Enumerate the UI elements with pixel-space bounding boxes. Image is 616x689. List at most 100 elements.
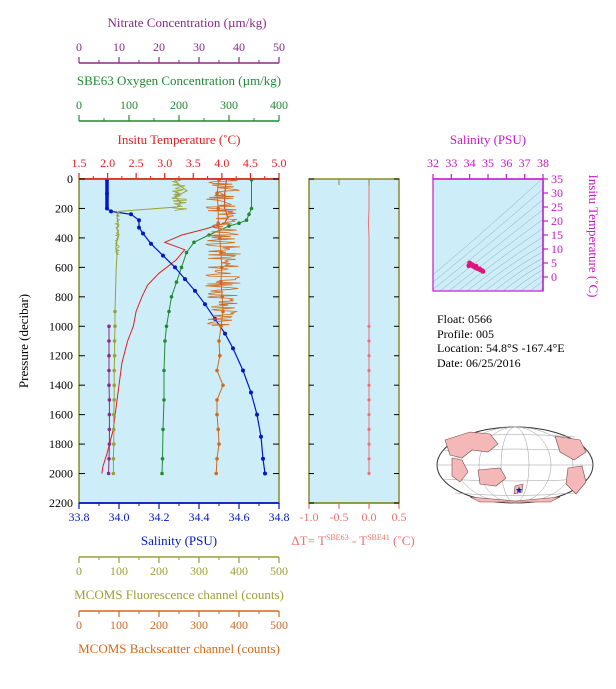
ts-points	[466, 260, 486, 274]
delta-t-point	[367, 354, 371, 358]
delta-t-point	[367, 471, 371, 476]
temperature-axis: 1.5 2.0 2.5 3.0 3.5 4.0 4.5 5.0	[72, 156, 287, 180]
globe-graticule	[437, 426, 593, 504]
location-globe: ★	[436, 426, 594, 504]
oxygen-point	[192, 240, 196, 245]
pressure-axis: 0 200 400 600 800 1000 1200 1400 1600 1800 2000 220…	[49, 172, 279, 510]
salinity-axis-title: Salinity (PSU)	[141, 533, 217, 548]
fluorescence-point	[111, 471, 116, 476]
backscatter-axis: 0 100 200 300 400 500	[76, 610, 288, 632]
pressure-tick-label: 800	[55, 290, 73, 304]
delta-t-point	[367, 413, 371, 417]
temperature-tick-label: 3.5	[186, 156, 201, 170]
oxygen-point	[227, 224, 231, 228]
ts-panel-background	[433, 179, 543, 291]
oxygen-tick-label: 400	[270, 98, 288, 112]
nitrate-tick-label: 10	[113, 40, 125, 54]
nitrate-point	[107, 324, 111, 329]
ts-density-contour	[484, 251, 543, 291]
delta-t-point	[367, 457, 371, 461]
pressure-tick-label: 2000	[49, 467, 73, 481]
ts-density-contours	[433, 179, 543, 291]
salinity-tick-label: 33.8	[69, 510, 90, 524]
profile-number: Profile: 005	[437, 326, 494, 341]
ts-x-tick-label: 33	[445, 156, 457, 170]
pressure-tick-label: 400	[55, 231, 73, 245]
salinity-point	[109, 209, 113, 214]
pressure-tick-label: 1600	[49, 408, 73, 422]
fluorescence-line	[112, 179, 188, 474]
temperature-line	[101, 179, 229, 474]
fluorescence-tick-label: 400	[230, 564, 248, 578]
ts-density-contour	[457, 228, 543, 291]
salinity-point	[137, 218, 141, 223]
backscatter-point	[217, 339, 221, 343]
delta-t-point	[367, 427, 371, 431]
salinity-point	[161, 253, 165, 258]
fluorescence-point	[112, 339, 117, 343]
oxygen-point	[179, 265, 184, 270]
pressure-tick-label: 0	[67, 172, 73, 186]
fluorescence-point	[112, 368, 116, 373]
backscatter-point	[214, 471, 218, 476]
ts-y-tick-label: 15	[551, 228, 563, 242]
backscatter-tick-label: 300	[190, 618, 208, 632]
nitrate-point	[106, 471, 111, 476]
backscatter-point	[221, 309, 225, 314]
oxygen-point	[167, 309, 171, 314]
backscatter-point	[215, 368, 219, 373]
oxygen-tick-label: 100	[120, 98, 138, 112]
salinity-point	[137, 225, 141, 230]
fluorescence-axis: 0 100 200 300 400 500	[76, 556, 288, 578]
delta-t-point	[367, 442, 371, 446]
salinity-point	[259, 434, 263, 439]
backscatter-point	[221, 383, 225, 388]
delta-t-point	[367, 324, 371, 328]
oxygen-point	[247, 212, 251, 217]
globe-land	[444, 431, 587, 503]
salinity-axis: 33.8 34.0 34.2 34.4 34.6 34.8	[69, 502, 290, 524]
oxygen-point	[184, 250, 189, 255]
oxygen-point	[169, 295, 174, 299]
nitrate-axis-title: Nitrate Concentration (µm/kg)	[107, 15, 266, 30]
pressure-tick-label: 1000	[49, 319, 73, 333]
fluorescence-point	[112, 412, 116, 417]
salinity-point	[129, 212, 133, 217]
backscatter-point	[215, 457, 219, 461]
fluorescence-point	[113, 324, 117, 329]
nitrate-point	[107, 353, 111, 358]
fluorescence-tick-label: 100	[110, 564, 128, 578]
fluorescence-tick-label: 0	[76, 564, 82, 578]
salinity-point	[263, 471, 267, 476]
backscatter-point	[218, 353, 222, 358]
oxygen-point	[160, 471, 164, 476]
nitrate-point	[107, 339, 111, 343]
ts-density-contour	[511, 269, 543, 291]
pressure-axis-title: Pressure (decibar)	[16, 294, 31, 388]
oxygen-tick-label: 200	[170, 98, 188, 112]
profile-date: Date: 06/25/2016	[437, 355, 521, 370]
fluorescence-point	[112, 383, 116, 388]
salinity-point	[173, 265, 177, 270]
ts-density-contour	[466, 236, 543, 291]
nitrate-tick-label: 20	[153, 40, 165, 54]
oxygen-point	[244, 218, 249, 222]
delta-t-panel-background	[309, 179, 399, 503]
ts-density-contour	[529, 281, 543, 291]
salinity-point	[255, 412, 259, 417]
oxygen-axis: 0 100 200 300 400	[76, 98, 288, 122]
ts-density-contour	[433, 188, 543, 283]
oxygen-point	[237, 221, 241, 225]
backscatter-tick-label: 400	[230, 618, 248, 632]
pressure-tick-label: 200	[55, 201, 73, 215]
ts-y-tick-label: 0	[551, 270, 557, 284]
fluorescence-point	[112, 442, 116, 446]
salinity-point	[141, 231, 145, 236]
temperature-tick-label: 4.0	[214, 156, 229, 170]
pressure-tick-label: 1400	[49, 378, 73, 392]
backscatter-point	[215, 398, 219, 402]
fluorescence-point	[112, 353, 117, 358]
backscatter-tick-label: 500	[270, 618, 288, 632]
salinity-point	[149, 241, 153, 246]
